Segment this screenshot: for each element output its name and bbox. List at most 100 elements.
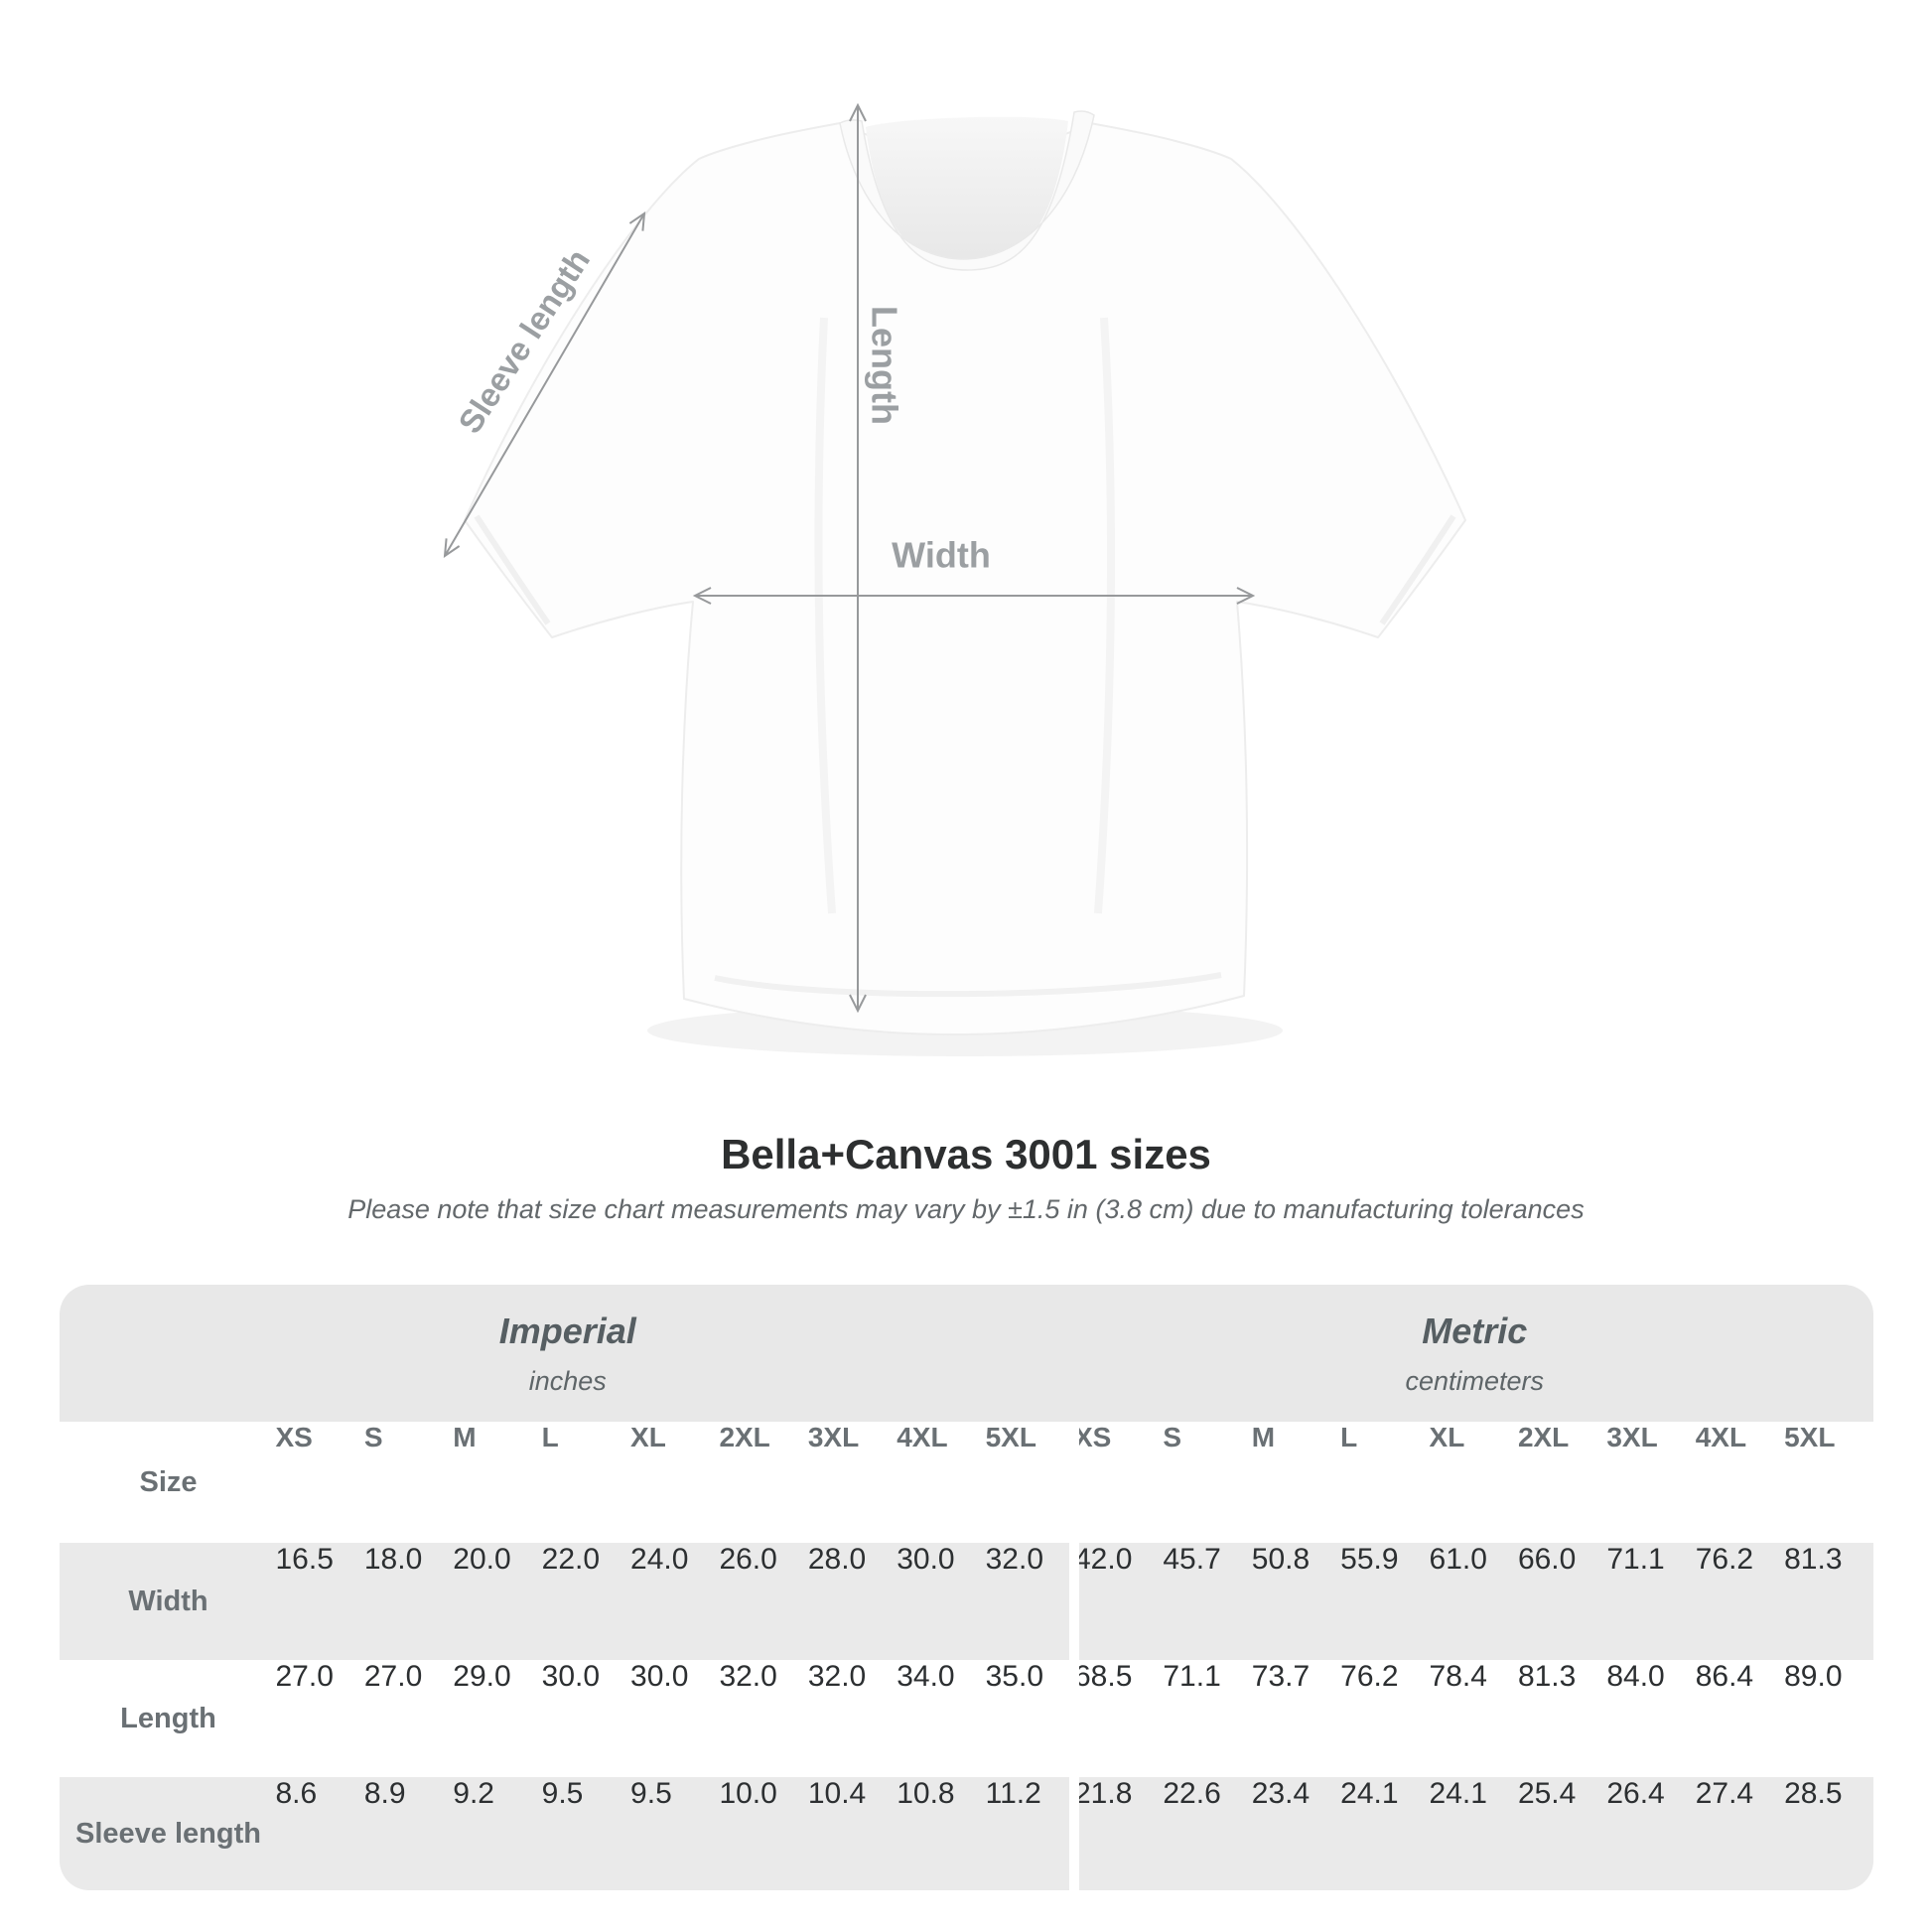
unit-group-divider bbox=[1069, 1422, 1079, 1890]
size-header-row: Size XS S M L XL 2XL 3XL 4XL 5XL XS S M L XL 2XL 3XL 4X… bbox=[59, 1422, 1873, 1543]
measurement-cell: 10.8 bbox=[897, 1777, 955, 1810]
tshirt-body bbox=[464, 122, 1466, 1036]
measurement-cell: 22.0 bbox=[541, 1543, 601, 1576]
tshirt-diagram: Length Width Sleeve length bbox=[443, 102, 1466, 1056]
left-cuff-shadow bbox=[474, 514, 551, 625]
table-row-width: Width 16.5 18.0 20.0 22.0 24.0 26.0 28.0 30.0 32… bbox=[59, 1543, 1873, 1660]
unit-header-row: Imperial inches Metric centimeters bbox=[59, 1285, 1873, 1422]
imperial-sublabel: inches bbox=[528, 1365, 607, 1396]
measurement-cell: 27.4 bbox=[1695, 1777, 1754, 1810]
measurement-cell: 76.2 bbox=[1695, 1543, 1754, 1576]
table-row-sleeve-length: Sleeve length 8.6 8.9 9.2 9.5 9.5 10.0 10.4 10.… bbox=[59, 1777, 1873, 1890]
measurement-cell: 30.0 bbox=[897, 1543, 955, 1576]
measurement-cell: 27.0 bbox=[275, 1660, 334, 1693]
measurement-cell: 28.0 bbox=[807, 1543, 867, 1576]
row-label-width: Width bbox=[128, 1585, 208, 1617]
width-arrow bbox=[692, 587, 1256, 605]
measurement-cell: 18.0 bbox=[363, 1543, 423, 1576]
neck-hole bbox=[866, 116, 1068, 266]
measurement-cell: 84.0 bbox=[1606, 1660, 1665, 1693]
measurement-cell: 86.4 bbox=[1695, 1660, 1754, 1693]
sleeve-length-arrow bbox=[443, 210, 646, 559]
measurement-cell: 81.3 bbox=[1784, 1543, 1843, 1576]
measurement-cell: 32.0 bbox=[719, 1660, 777, 1693]
measurement-cell: 45.7 bbox=[1163, 1543, 1221, 1576]
size-header-cell: S bbox=[1163, 1422, 1182, 1452]
size-column-header: Size bbox=[139, 1465, 198, 1498]
measurement-cell: 28.5 bbox=[1784, 1777, 1843, 1810]
measurement-cell: 73.7 bbox=[1251, 1660, 1311, 1693]
length-label: Length bbox=[864, 306, 904, 425]
size-header-cell: L bbox=[541, 1422, 559, 1452]
width-label: Width bbox=[892, 535, 991, 576]
measurement-cell: 78.4 bbox=[1429, 1660, 1487, 1693]
metric-sublabel: centimeters bbox=[1405, 1365, 1545, 1396]
length-arrow bbox=[849, 102, 867, 1014]
right-cuff-shadow bbox=[1379, 514, 1456, 625]
measurement-cell: 76.2 bbox=[1340, 1660, 1399, 1693]
measurement-cell: 34.0 bbox=[897, 1660, 955, 1693]
collar-band bbox=[839, 110, 1095, 271]
size-header-cell: 4XL bbox=[1695, 1422, 1747, 1452]
size-header-cell: XS bbox=[275, 1422, 313, 1452]
page-subtitle: Please note that size chart measurements… bbox=[347, 1194, 1585, 1224]
row-label-sleeve-length: Sleeve length bbox=[75, 1817, 261, 1850]
size-table: Imperial inches Metric centimeters Size … bbox=[59, 1285, 1873, 1890]
measurement-cell: 32.0 bbox=[985, 1543, 1043, 1576]
size-header-cell: L bbox=[1340, 1422, 1358, 1452]
measurement-cell: 20.0 bbox=[453, 1543, 511, 1576]
size-header-cell: 3XL bbox=[1606, 1422, 1658, 1452]
measurement-cell: 9.5 bbox=[630, 1777, 672, 1810]
size-header-cell: XL bbox=[1429, 1422, 1465, 1452]
measurement-cell: 24.1 bbox=[1340, 1777, 1399, 1810]
unit-header-metric: Metric centimeters bbox=[1074, 1285, 1873, 1422]
size-header-cell: 5XL bbox=[1784, 1422, 1836, 1452]
shirt-wrinkle-right bbox=[1094, 317, 1116, 914]
size-header-cell: 5XL bbox=[985, 1422, 1036, 1452]
measurement-cell: 71.1 bbox=[1606, 1543, 1665, 1576]
measurement-cell: 27.0 bbox=[363, 1660, 423, 1693]
size-header-cell: 2XL bbox=[1517, 1422, 1570, 1452]
measurement-cell: 26.4 bbox=[1606, 1777, 1665, 1810]
measurement-cell: 30.0 bbox=[630, 1660, 689, 1693]
size-header-cell: 3XL bbox=[807, 1422, 860, 1452]
unit-header-imperial: Imperial inches bbox=[60, 1285, 1075, 1422]
measurement-cell: 66.0 bbox=[1517, 1543, 1577, 1576]
table-row-length: Length 27.0 27.0 29.0 30.0 30.0 32.0 32.0 34.0 3… bbox=[59, 1660, 1873, 1777]
size-header-cell: 2XL bbox=[719, 1422, 770, 1452]
size-header-cell: M bbox=[453, 1422, 477, 1452]
size-header-cell: XL bbox=[630, 1422, 666, 1452]
metric-label: Metric bbox=[1422, 1310, 1528, 1351]
size-header-cell: S bbox=[363, 1422, 383, 1452]
measurement-cell: 11.2 bbox=[985, 1777, 1041, 1810]
imperial-label: Imperial bbox=[498, 1310, 636, 1351]
measurement-cell: 8.6 bbox=[275, 1777, 318, 1810]
size-header-cell: 4XL bbox=[897, 1422, 948, 1452]
measurement-cell: 42.0 bbox=[1073, 1543, 1133, 1576]
shirt-hem-crease bbox=[714, 972, 1222, 998]
page-title: Bella+Canvas 3001 sizes bbox=[721, 1131, 1211, 1177]
measurement-cell: 24.1 bbox=[1429, 1777, 1487, 1810]
measurement-cell: 23.4 bbox=[1251, 1777, 1311, 1810]
measurement-cell: 25.4 bbox=[1517, 1777, 1577, 1810]
measurement-cell: 71.1 bbox=[1163, 1660, 1221, 1693]
measurement-cell: 8.9 bbox=[363, 1777, 406, 1810]
measurement-cell: 29.0 bbox=[453, 1660, 511, 1693]
measurement-cell: 22.6 bbox=[1163, 1777, 1221, 1810]
measurement-cell: 9.5 bbox=[541, 1777, 584, 1810]
shirt-wrinkle-left bbox=[814, 317, 836, 914]
measurement-cell: 50.8 bbox=[1251, 1543, 1311, 1576]
measurement-cell: 35.0 bbox=[985, 1660, 1043, 1693]
measurement-cell: 81.3 bbox=[1517, 1660, 1577, 1693]
measurement-cell: 21.8 bbox=[1073, 1777, 1133, 1810]
measurement-cell: 10.4 bbox=[807, 1777, 867, 1810]
measurement-cell: 9.2 bbox=[453, 1777, 494, 1810]
measurement-cell: 10.0 bbox=[719, 1777, 777, 1810]
size-header-cell: XS bbox=[1073, 1422, 1112, 1452]
measurement-cell: 24.0 bbox=[630, 1543, 689, 1576]
size-header-cell: M bbox=[1251, 1422, 1276, 1452]
row-label-length: Length bbox=[120, 1702, 216, 1734]
measurement-cell: 16.5 bbox=[275, 1543, 334, 1576]
measurement-cell: 30.0 bbox=[541, 1660, 601, 1693]
